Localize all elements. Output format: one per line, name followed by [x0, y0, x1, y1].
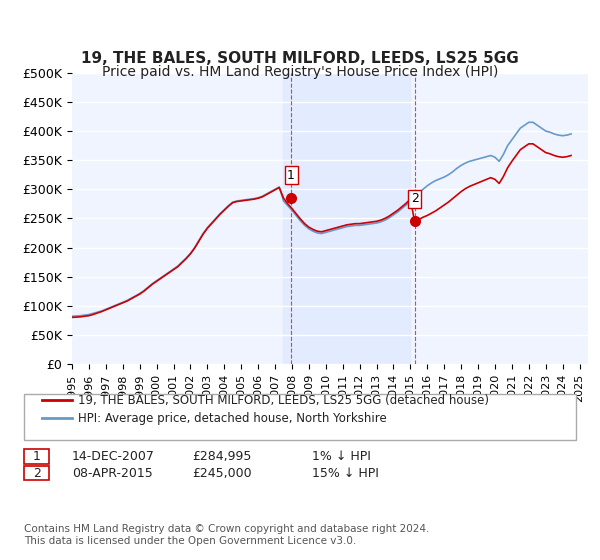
Text: 2: 2 [411, 192, 419, 205]
Text: 2: 2 [32, 466, 41, 480]
Text: 14-DEC-2007: 14-DEC-2007 [72, 450, 155, 463]
Text: 19, THE BALES, SOUTH MILFORD, LEEDS, LS25 5GG (detached house): 19, THE BALES, SOUTH MILFORD, LEEDS, LS2… [78, 394, 489, 407]
Text: 1: 1 [32, 450, 41, 463]
Text: 1: 1 [287, 169, 295, 181]
Text: 19, THE BALES, SOUTH MILFORD, LEEDS, LS25 5GG: 19, THE BALES, SOUTH MILFORD, LEEDS, LS2… [81, 52, 519, 66]
Text: 08-APR-2015: 08-APR-2015 [72, 466, 153, 480]
Text: 1% ↓ HPI: 1% ↓ HPI [312, 450, 371, 463]
Text: HPI: Average price, detached house, North Yorkshire: HPI: Average price, detached house, Nort… [78, 412, 387, 425]
Text: Contains HM Land Registry data © Crown copyright and database right 2024.
This d: Contains HM Land Registry data © Crown c… [24, 524, 430, 546]
Bar [283, 73, 410, 364]
Text: £284,995: £284,995 [192, 450, 251, 463]
Text: Price paid vs. HM Land Registry's House Price Index (HPI): Price paid vs. HM Land Registry's House … [102, 65, 498, 79]
Text: 15% ↓ HPI: 15% ↓ HPI [312, 466, 379, 480]
Text: £245,000: £245,000 [192, 466, 251, 480]
